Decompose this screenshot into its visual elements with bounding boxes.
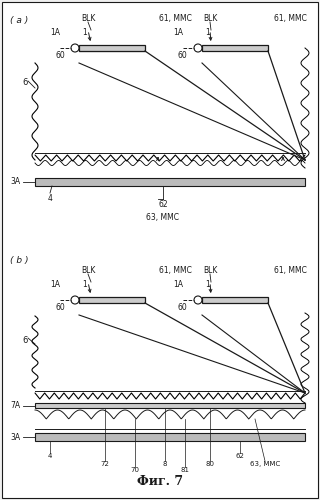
Text: 1: 1 xyxy=(206,28,210,37)
Text: 81: 81 xyxy=(180,467,189,473)
Text: 60: 60 xyxy=(178,51,188,60)
Text: 1A: 1A xyxy=(50,280,60,289)
Text: 62: 62 xyxy=(158,200,168,209)
Text: 8: 8 xyxy=(163,461,167,467)
Text: 1A: 1A xyxy=(50,28,60,37)
Text: 1: 1 xyxy=(206,280,210,289)
Text: 6: 6 xyxy=(22,78,28,87)
Text: 62: 62 xyxy=(236,453,244,459)
Text: 72: 72 xyxy=(100,461,109,467)
Text: 4: 4 xyxy=(48,453,52,459)
Text: BLK: BLK xyxy=(203,266,217,275)
Text: 6: 6 xyxy=(22,336,28,345)
Text: ( a ): ( a ) xyxy=(10,16,28,25)
Text: 63, MMC: 63, MMC xyxy=(250,461,280,467)
Text: 61, MMC: 61, MMC xyxy=(159,14,191,23)
Text: 1A: 1A xyxy=(173,28,183,37)
Text: 60: 60 xyxy=(55,303,65,312)
Text: 63, MMC: 63, MMC xyxy=(147,213,180,222)
Bar xyxy=(35,403,305,408)
Bar xyxy=(202,45,268,51)
Text: BLK: BLK xyxy=(203,14,217,23)
Text: 80: 80 xyxy=(205,461,214,467)
Text: Фиг. 7: Фиг. 7 xyxy=(137,475,183,488)
Text: 61, MMC: 61, MMC xyxy=(274,266,307,275)
Text: 1: 1 xyxy=(83,280,87,289)
Text: 1A: 1A xyxy=(173,280,183,289)
Text: 61, MMC: 61, MMC xyxy=(159,266,191,275)
Text: 3A: 3A xyxy=(10,432,20,442)
Text: 4: 4 xyxy=(48,194,52,203)
Text: 61, MMC: 61, MMC xyxy=(274,14,307,23)
Text: BLK: BLK xyxy=(81,266,95,275)
Bar xyxy=(79,45,145,51)
Bar xyxy=(35,433,305,441)
Text: 60: 60 xyxy=(55,51,65,60)
Text: 1: 1 xyxy=(83,28,87,37)
Bar xyxy=(79,297,145,303)
Text: ( b ): ( b ) xyxy=(10,256,28,265)
Text: 70: 70 xyxy=(131,467,140,473)
Bar xyxy=(35,178,305,186)
Bar xyxy=(202,297,268,303)
Text: 3A: 3A xyxy=(10,178,20,186)
Text: 7A: 7A xyxy=(10,401,20,410)
Text: 60: 60 xyxy=(178,303,188,312)
Text: BLK: BLK xyxy=(81,14,95,23)
